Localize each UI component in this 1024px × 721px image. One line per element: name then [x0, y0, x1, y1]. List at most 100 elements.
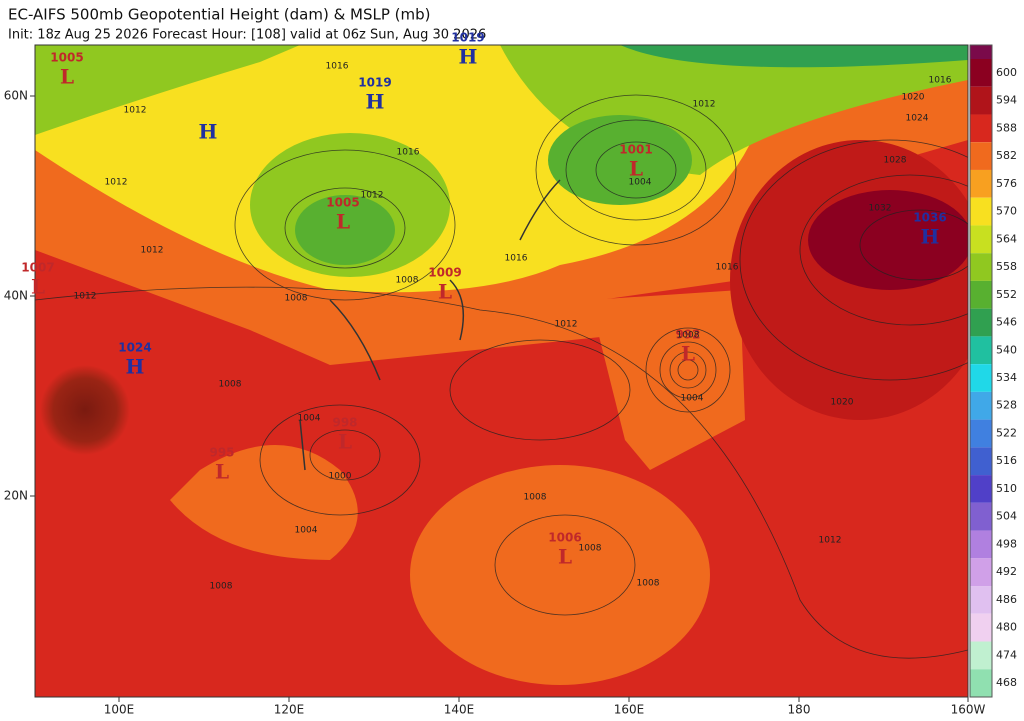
center-letter: L: [60, 65, 74, 89]
isobar-label: 1012: [693, 100, 716, 110]
isobar-label: 1008: [396, 276, 419, 286]
center-value: 1006: [548, 531, 581, 545]
colorbar-label: 546: [996, 316, 1017, 329]
colorbar-swatch: [970, 114, 992, 143]
center-letter: H: [459, 45, 478, 69]
lat-label: 40N: [4, 289, 28, 303]
colorbar-swatch: [970, 169, 992, 198]
colorbar-swatch: [970, 59, 992, 87]
center-letter: L: [629, 157, 643, 181]
isobar-label: 1012: [141, 246, 164, 256]
map-field: [35, 45, 968, 697]
colorbar-label: 588: [996, 121, 1017, 134]
center-value: 995: [209, 446, 234, 460]
colorbar-label: 468: [996, 676, 1017, 689]
title: EC-AIFS 500mb Geopotential Height (dam) …: [8, 6, 431, 24]
lat-label: 60N: [4, 89, 28, 103]
colorbar-swatch: [970, 253, 992, 281]
center-letter: H: [921, 225, 940, 249]
isobar-label: 1016: [716, 263, 739, 273]
colorbar-swatch: [970, 502, 992, 531]
colorbar-label: 480: [996, 621, 1017, 634]
isobar-label: 1004: [629, 178, 652, 188]
center-letter: H: [366, 90, 385, 114]
center-letter: L: [31, 275, 45, 299]
colorbar-label: 486: [996, 593, 1017, 606]
lon-label: 120E: [274, 703, 305, 717]
colorbar-frame: [969, 44, 993, 698]
isobar-label: 1016: [397, 148, 420, 158]
colorbar-swatch: [970, 669, 992, 697]
isobar-label: 1008: [285, 294, 308, 304]
isobar-label: 1032: [869, 204, 892, 214]
colorbar-label: 582: [996, 149, 1017, 162]
colorbar-swatch: [970, 364, 992, 392]
colorbar-label: 600: [996, 66, 1017, 79]
isobar-label: 1016: [505, 254, 528, 264]
colorbar-swatch: [970, 475, 992, 503]
isobar-label: 1012: [105, 178, 128, 188]
center-value: 1005: [326, 196, 359, 210]
colorbar-label: 522: [996, 426, 1017, 439]
isobar-label: 1024: [906, 114, 929, 124]
isobar-label: 1012: [74, 292, 97, 302]
colorbar-swatch: [970, 641, 992, 670]
colorbar-label: 504: [996, 510, 1017, 523]
colorbar-swatch: [970, 280, 992, 309]
colorbar-label: 498: [996, 537, 1017, 550]
center-letter: L: [336, 210, 350, 234]
colorbar-swatch: [970, 86, 992, 115]
isobar-label: 1008: [524, 493, 547, 503]
subtitle: Init: 18z Aug 25 2026 Forecast Hour: [10…: [8, 28, 486, 43]
center-value: 1007: [21, 261, 54, 275]
center-value: 992: [675, 328, 700, 342]
center-value: 1019: [358, 76, 391, 90]
colorbar-label: 540: [996, 343, 1017, 356]
isobar-label: 1020: [831, 398, 854, 408]
center-letter: H: [199, 120, 218, 144]
colorbar-label: 594: [996, 94, 1017, 107]
isobar-label: 1004: [298, 414, 321, 424]
colorbar-swatch: [970, 142, 992, 170]
center-letter: L: [338, 430, 352, 454]
lon-label: 160W: [951, 703, 986, 717]
colorbar-swatch: [970, 530, 992, 559]
colorbar-label: 552: [996, 288, 1017, 301]
isobar-label: 1004: [681, 394, 704, 404]
isobar-label: 1000: [329, 472, 352, 482]
isobar-label: 1016: [326, 62, 349, 72]
center-value: 1024: [118, 341, 151, 355]
isobar-label: 1012: [361, 191, 384, 201]
isobar-label: 1008: [219, 380, 242, 390]
colorbar-label: 534: [996, 371, 1017, 384]
colorbar-swatch: [970, 308, 992, 337]
colorbar-label: 570: [996, 205, 1017, 218]
isobar-label: 1004: [295, 526, 318, 536]
colorbar-swatch: [970, 336, 992, 365]
colorbar-swatch: [970, 225, 992, 254]
center-letter: L: [681, 342, 695, 366]
lat-label: 20N: [4, 489, 28, 503]
center-value: 1001: [619, 143, 652, 157]
colorbar-swatch: [970, 447, 992, 476]
center-value: 1005: [50, 51, 83, 65]
colorbar-label: 474: [996, 648, 1017, 661]
isobar-label: 1008: [677, 331, 700, 341]
colorbar-swatch: [970, 391, 992, 420]
colorbar-label: 564: [996, 232, 1017, 245]
isobar-label: 1008: [210, 582, 233, 592]
lon-label: 140E: [444, 703, 475, 717]
center-letter: L: [438, 280, 452, 304]
colorbar-swatch: [970, 419, 992, 448]
colorbar-swatch: [970, 586, 992, 614]
colorbar-swatch: [970, 613, 992, 642]
center-value: 1009: [428, 266, 461, 280]
center-letter: L: [558, 545, 572, 569]
isobar-label: 1008: [579, 544, 602, 554]
center-value: 1036: [913, 211, 946, 225]
colorbar-swatch: [970, 558, 992, 587]
center-value: 998: [332, 416, 357, 430]
lon-label: 100E: [104, 703, 135, 717]
isobar-label: 1016: [929, 76, 952, 86]
